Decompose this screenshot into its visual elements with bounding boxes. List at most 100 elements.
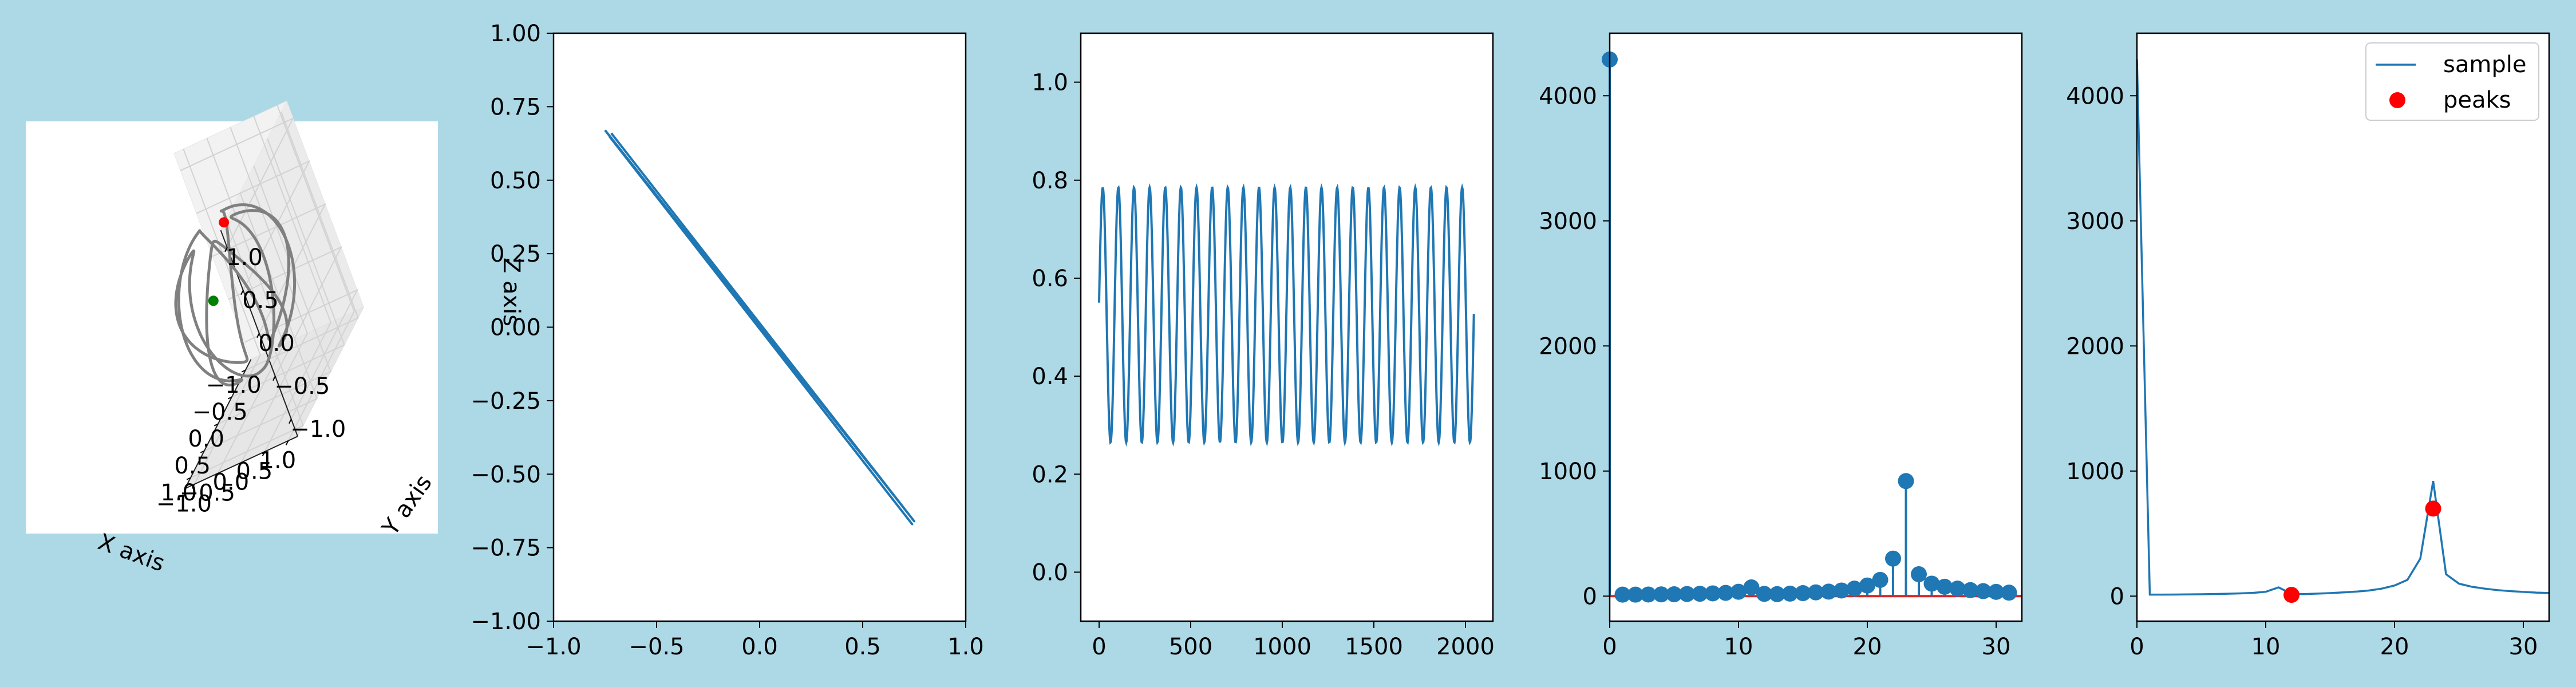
stem-marker (1743, 579, 1760, 596)
stem-marker (1666, 586, 1682, 603)
stem-marker (1627, 586, 1643, 603)
z-tick-mark (224, 247, 228, 252)
curve-line (174, 203, 297, 386)
legend-box (2365, 42, 2539, 121)
x-tick-label: 0.0 (188, 426, 224, 452)
y-tick-label: −0.25 (471, 388, 541, 414)
panel-stem: 0 10 20 30 0 1000 2000 3000 4000 (1539, 32, 2023, 660)
y-tick-label: 0 (2110, 583, 2124, 610)
y-tick-label: −1.00 (471, 609, 541, 635)
y-tick-label: 0.6 (1032, 266, 1068, 292)
stem-marker (1769, 586, 1785, 602)
x-tick-label: 1500 (1345, 634, 1403, 660)
y-tick-label: 0.8 (1032, 168, 1068, 194)
stem-marker (1846, 581, 1863, 597)
z-tick-mark (289, 418, 292, 424)
y-tick-label: 4000 (2066, 83, 2124, 109)
x-tick-label: 1.0 (160, 480, 197, 506)
x-tick-label: 2000 (1436, 634, 1495, 660)
stem-marker (2001, 585, 2017, 601)
stem-marker (1834, 582, 1850, 599)
x-tick-label: 1.0 (947, 634, 984, 660)
y-tick-mark (238, 462, 242, 467)
stem-marker (1756, 586, 1772, 602)
peak-marker (2425, 500, 2441, 517)
x-tick-label: −0.5 (192, 399, 248, 425)
grid-line-y (276, 105, 355, 441)
stem-marker (1717, 585, 1734, 601)
x-tick-mark (214, 423, 219, 427)
plot-area (2137, 33, 2549, 621)
y-tick-label: 0.0 (1032, 559, 1068, 586)
x-tick-label: 0 (2129, 634, 2144, 660)
stem-marker (1679, 586, 1695, 602)
z-axis-label: Z axis (498, 258, 524, 326)
axes-frame (1080, 32, 1494, 622)
stem-marker (1795, 585, 1811, 602)
y-tick-label: 0.0 (213, 469, 250, 496)
y-tick-label: 2000 (1539, 333, 1597, 360)
y-tick-label: 0.50 (490, 168, 541, 194)
data-line (1098, 183, 1475, 447)
stem-marker (1988, 583, 2004, 600)
x-tick-label: 0 (1602, 634, 1617, 660)
x-tick-label: 20 (2380, 634, 2409, 660)
y-tick-label: 1.00 (490, 21, 541, 47)
y-tick-label: 1.0 (260, 448, 297, 474)
x-tick-mark (186, 477, 191, 480)
grid-line-x (231, 139, 345, 398)
green-marker (208, 295, 219, 306)
panel-sample-peaks: 0 10 20 30 0 1000 2000 3000 4000 sample peaks (2066, 32, 2550, 660)
red-marker (219, 217, 230, 228)
z-tick-label: 1.0 (226, 244, 263, 271)
y-tick-label: 1000 (1539, 459, 1597, 485)
x-tick-label: 0.0 (741, 634, 778, 660)
y-tick-label: 0.75 (490, 94, 541, 120)
x-tick-label: 20 (1853, 634, 1882, 660)
axes-frame (1609, 32, 2023, 622)
stem-marker (1962, 582, 1978, 598)
stem-marker (1782, 585, 1798, 602)
x-tick-label: −1.0 (206, 372, 262, 398)
panel-line-oscillation: 0 500 1000 1500 2000 0.0 0.2 0.4 0.6 0.8 1.0 (1032, 32, 1495, 660)
x-tick-label: 10 (2251, 634, 2281, 660)
y-tick-label: 0.00 (490, 315, 541, 341)
legend: sample peaks (2365, 42, 2539, 121)
y-tick-mark (285, 440, 289, 445)
y-tick-label: −0.50 (471, 461, 541, 488)
x-tick-label: 0.5 (174, 453, 211, 479)
panel-3d: −1.0−0.50.00.51.0−1.0−0.50.00.51.0−1.0−0… (26, 100, 524, 577)
y-tick-label: 2000 (2066, 333, 2124, 360)
y-tick-label: 0 (1583, 583, 1597, 610)
y-tick-label: 0.25 (490, 241, 541, 267)
x-tick-label: 10 (1724, 634, 1753, 660)
x-tick-label: 30 (1982, 634, 2011, 660)
z-tick-label: −1.0 (290, 416, 346, 443)
x-tick-label: 0.5 (844, 634, 881, 660)
grid-line-x (245, 112, 359, 371)
stem-marker (1692, 586, 1708, 602)
stem-marker (1937, 578, 1953, 595)
x-tick-label: 30 (2509, 634, 2538, 660)
stem-marker (1640, 586, 1657, 603)
grid-line-x (218, 165, 331, 425)
z-tick-label: 0.0 (258, 330, 295, 357)
y-tick-label: 1.0 (1032, 70, 1068, 96)
y-tick-mark (215, 473, 219, 478)
stem-marker (1730, 583, 1747, 600)
x-tick-label: −0.5 (629, 634, 684, 660)
stem-marker (1653, 586, 1669, 603)
axes-frame (2136, 32, 2550, 622)
data-line (604, 129, 915, 523)
z-tick-mark (240, 290, 244, 295)
stem-marker (1975, 583, 1992, 599)
legend-sample-label: sample (2443, 52, 2526, 78)
sample-line (2136, 59, 2550, 596)
stem-marker (1808, 584, 1824, 601)
data-line (604, 129, 914, 526)
grid-line-y (230, 127, 308, 463)
stem-marker (1614, 586, 1631, 603)
stem-marker (1820, 583, 1837, 600)
panel-line-diagonal: −1.0 −0.5 0.0 0.5 1.0 −1.00 −0.75 −0.50 −0.25 0.0… (471, 21, 983, 660)
z-tick-label: 0.5 (242, 287, 279, 314)
